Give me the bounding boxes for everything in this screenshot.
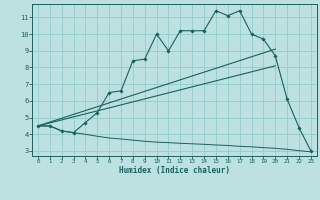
X-axis label: Humidex (Indice chaleur): Humidex (Indice chaleur) — [119, 166, 230, 175]
